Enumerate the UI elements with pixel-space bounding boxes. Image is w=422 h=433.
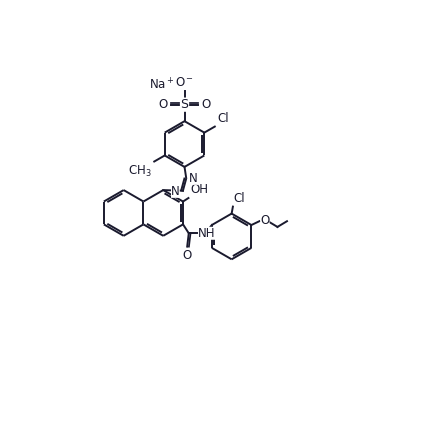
Text: S: S [181, 98, 189, 111]
Text: Cl: Cl [233, 192, 245, 205]
Text: O: O [159, 98, 168, 111]
Text: N: N [189, 172, 198, 185]
Text: N: N [171, 185, 180, 198]
Text: O: O [183, 249, 192, 262]
Text: CH$_3$: CH$_3$ [128, 164, 151, 179]
Text: O: O [260, 214, 270, 227]
Text: OH: OH [191, 183, 208, 196]
Text: Cl: Cl [217, 112, 229, 125]
Text: NH: NH [198, 227, 216, 240]
Text: Na$^+$: Na$^+$ [149, 78, 175, 93]
Text: O: O [201, 98, 210, 111]
Text: O$^-$: O$^-$ [175, 77, 194, 90]
